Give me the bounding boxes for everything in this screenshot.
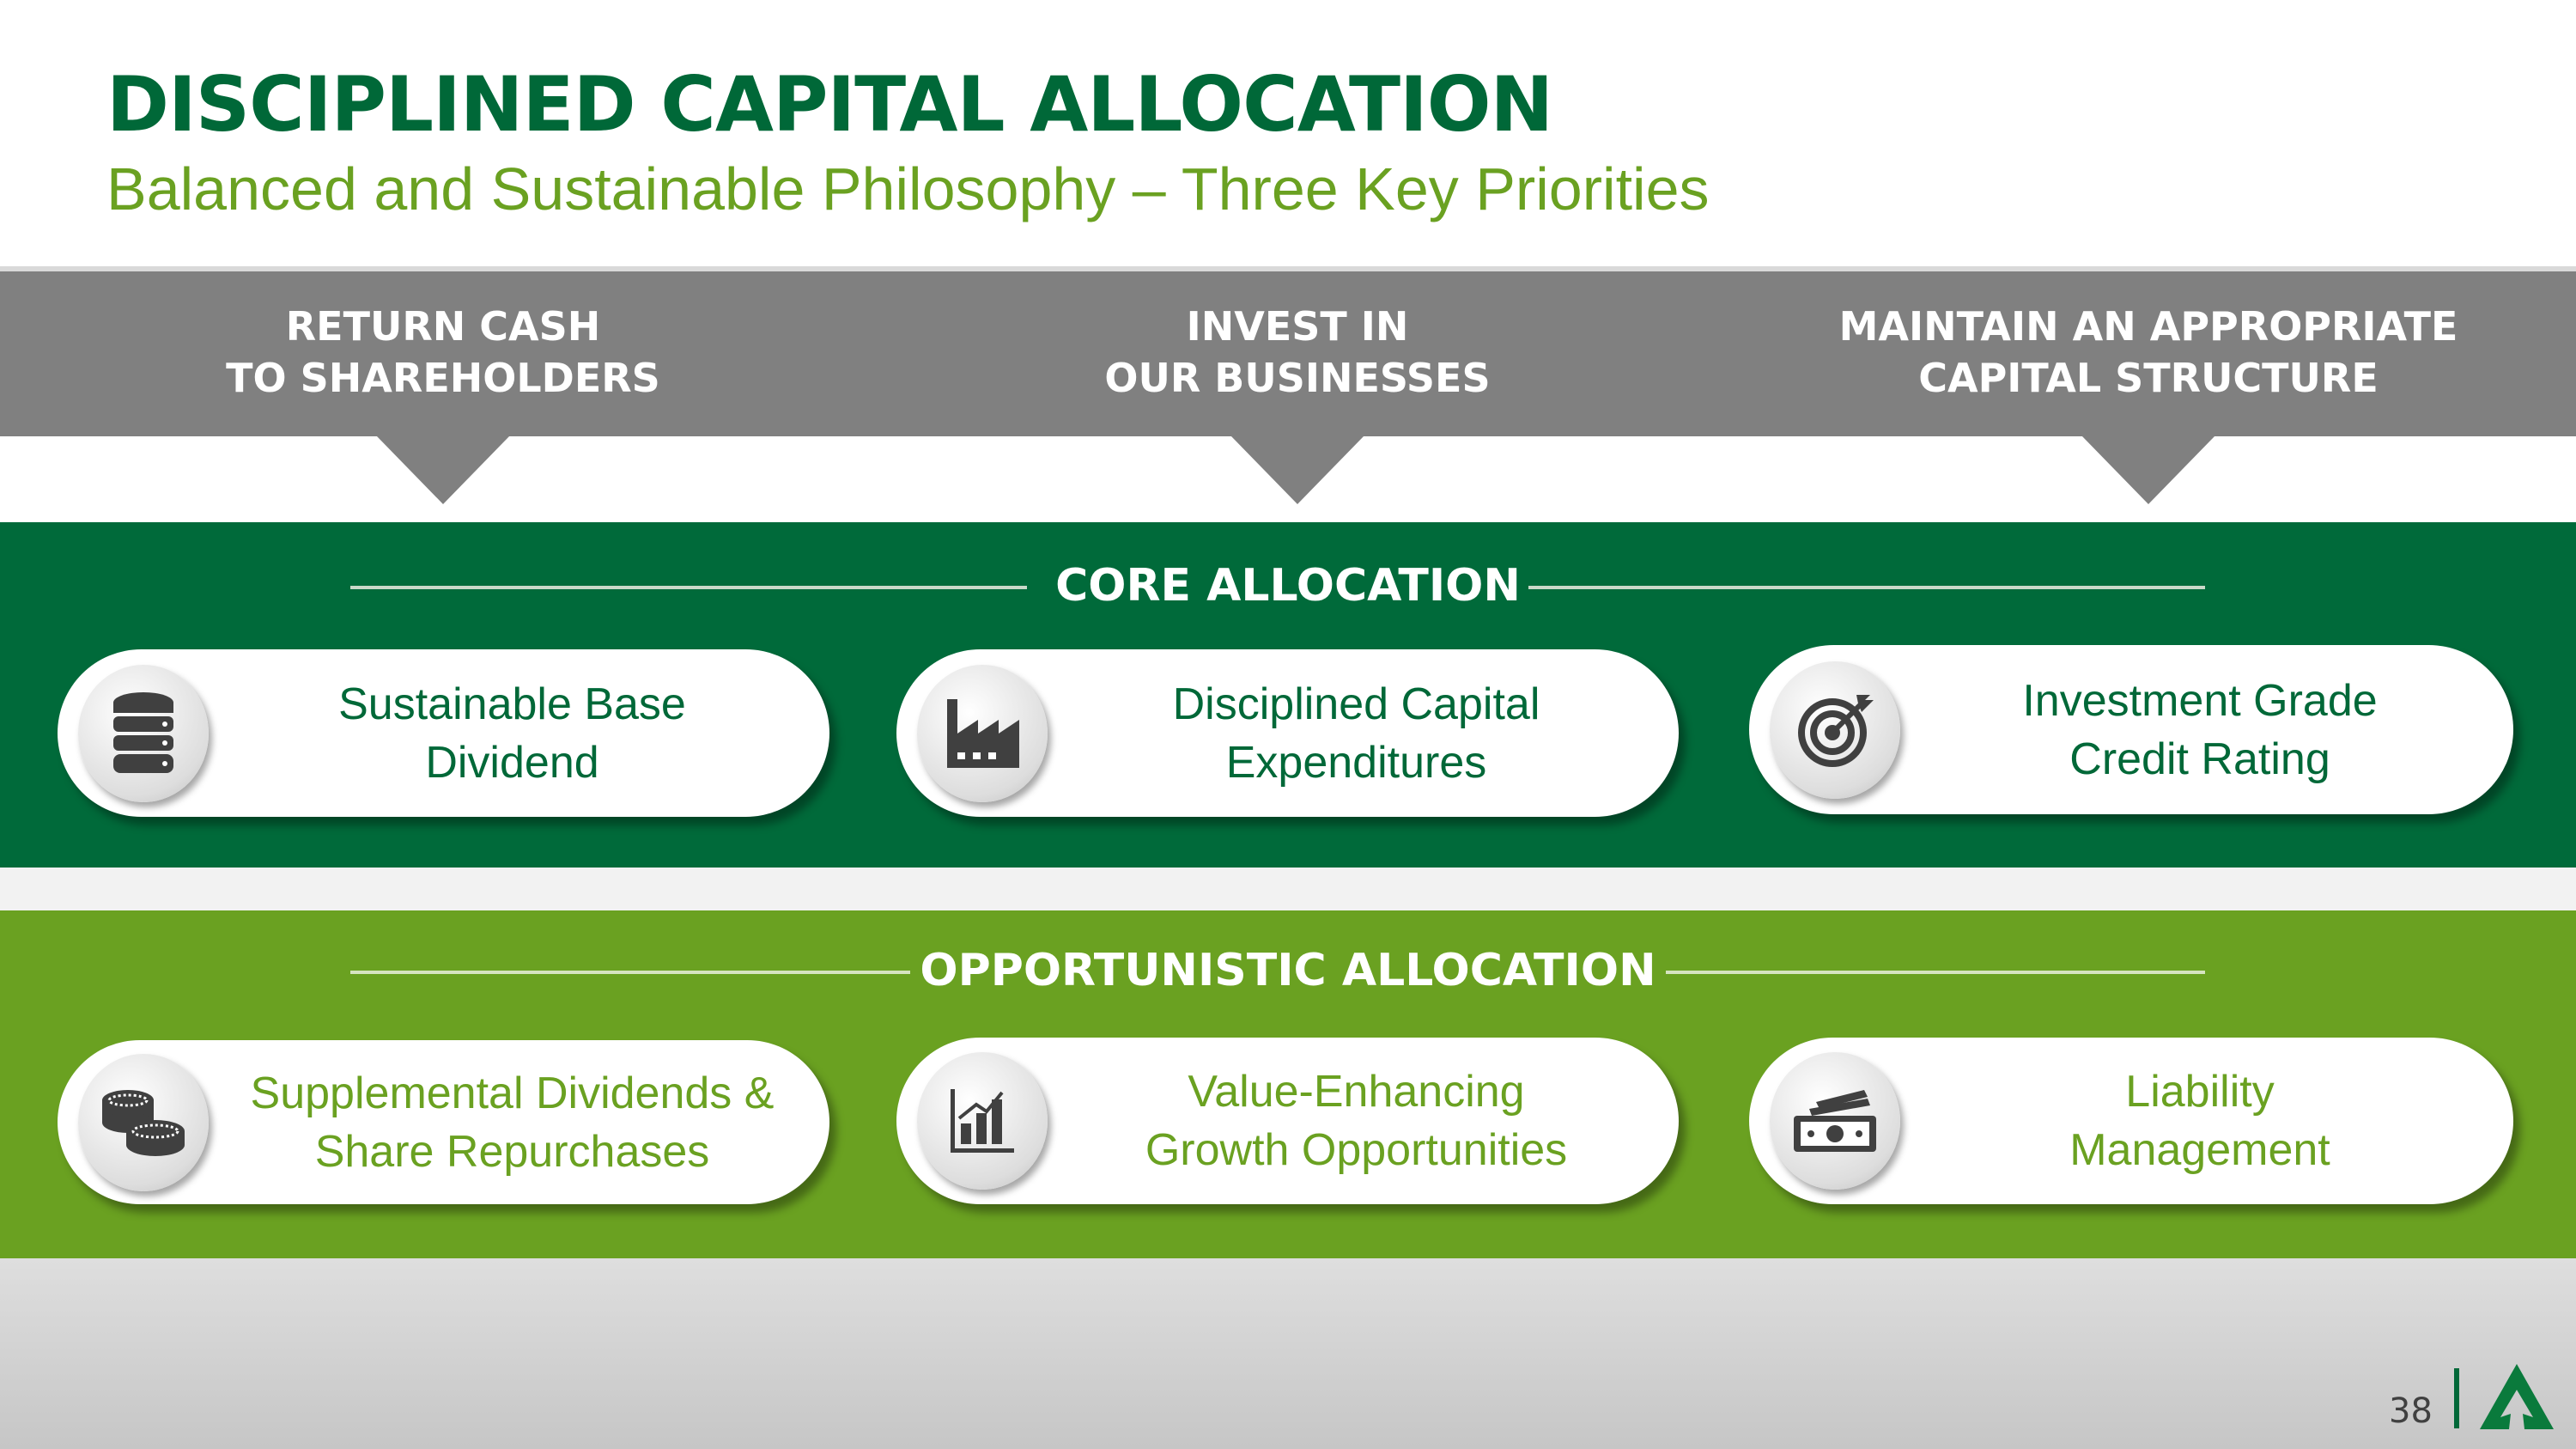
- bar-chart-icon: [917, 1052, 1048, 1190]
- target-icon: [1770, 661, 1900, 799]
- core-item-credit: Investment Grade Credit Rating: [1749, 645, 2513, 814]
- opportunistic-allocation-section: OPPORTUNISTIC ALLOCATION Supplemental Di…: [0, 910, 2576, 1258]
- priority-capital-structure: MAINTAIN AN APPROPRIATE CAPITAL STRUCTURE: [1838, 303, 2458, 401]
- arrow-down-icon: [2081, 435, 2215, 504]
- divider: [350, 586, 1027, 589]
- arrow-down-icon: [376, 435, 510, 504]
- page-subtitle: Balanced and Sustainable Philosophy – Th…: [106, 155, 1710, 222]
- divider: [350, 971, 910, 974]
- page-number: 38: [2389, 1391, 2433, 1431]
- opp-item-growth: Value-Enhancing Growth Opportunities: [896, 1038, 1679, 1204]
- priority-return-cash: RETURN CASH TO SHAREHOLDERS: [226, 303, 660, 401]
- core-item-dividend: Sustainable Base Dividend: [58, 649, 829, 817]
- cash-icon: [1770, 1052, 1900, 1190]
- divider: [2454, 1368, 2459, 1428]
- coins-icon: [78, 1053, 209, 1191]
- priorities-band: [0, 271, 2576, 436]
- company-logo: [2480, 1364, 2554, 1433]
- opp-item-repurchases: Supplemental Dividends & Share Repurchase…: [58, 1040, 829, 1204]
- opp-item-liability: Liability Management: [1749, 1038, 2513, 1204]
- page-title: DISCIPLINED CAPITAL ALLOCATION: [106, 60, 1553, 149]
- database-stack-icon: [78, 664, 209, 802]
- section-title: CORE ALLOCATION: [1055, 560, 1521, 612]
- core-item-capex: Disciplined Capital Expenditures: [896, 649, 1679, 817]
- section-title: OPPORTUNISTIC ALLOCATION: [920, 945, 1656, 996]
- priority-invest: INVEST IN OUR BUSINESSES: [1104, 303, 1491, 401]
- divider: [1666, 971, 2205, 974]
- divider: [0, 266, 2576, 271]
- spacer: [0, 868, 2576, 910]
- arrow-down-icon: [1230, 435, 1364, 504]
- factory-icon: [917, 664, 1048, 802]
- core-allocation-section: CORE ALLOCATION Sustainable Base Dividend…: [0, 522, 2576, 868]
- divider: [1528, 586, 2205, 589]
- footer: [0, 1258, 2576, 1449]
